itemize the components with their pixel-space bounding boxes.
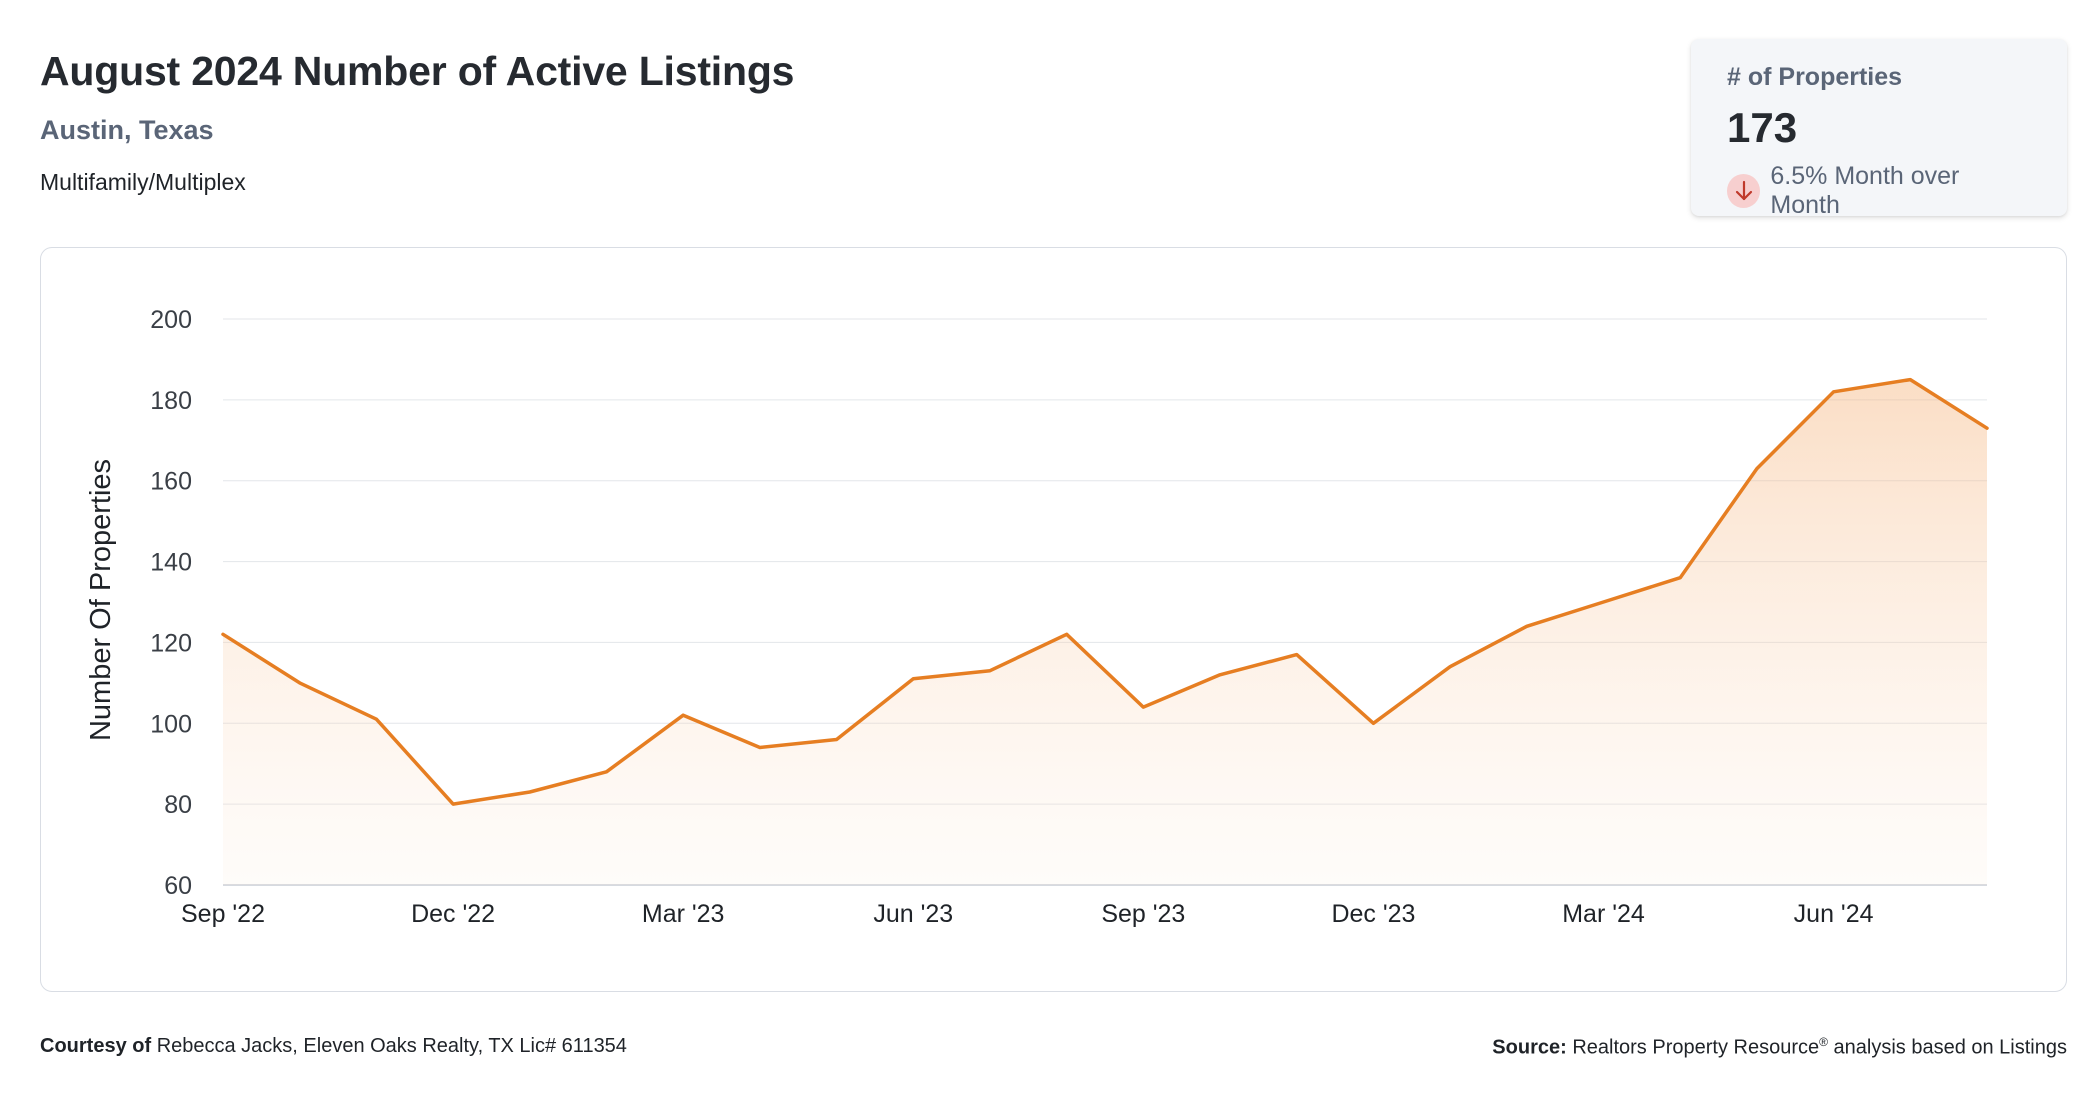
stat-change: 6.5% Month over Month <box>1727 162 2031 220</box>
arrow-down-icon <box>1727 174 1761 208</box>
y-tick-label: 180 <box>150 387 192 415</box>
chart-panel: 60 80 100 120 140 160 180 200 Sep '22 Dec '22 Mar… <box>40 247 2067 992</box>
x-tick-label: Dec '23 <box>1331 900 1415 928</box>
y-tick-label: 60 <box>164 872 192 900</box>
stat-card: # of Properties 173 6.5% Month over Mont… <box>1691 39 2067 219</box>
x-tick-label: Mar '24 <box>1562 900 1645 928</box>
area-fill <box>223 379 1987 885</box>
property-category: Multifamily/Multiplex <box>40 169 246 195</box>
stat-label: # of Properties <box>1727 63 1903 91</box>
x-tick-label: Mar '23 <box>642 900 725 928</box>
y-tick-label: 100 <box>150 710 192 738</box>
stat-value: 173 <box>1727 104 1798 151</box>
chart-header: August 2024 Number of Active Listings Au… <box>40 48 794 196</box>
registered-mark: ® <box>1819 1035 1828 1049</box>
stat-change-text: 6.5% Month over Month <box>1770 162 1960 219</box>
series-line <box>221 377 1989 806</box>
y-tick-label: 160 <box>150 468 192 496</box>
y-tick-label: 80 <box>164 791 192 819</box>
source-label: Source: <box>1492 1036 1567 1059</box>
x-tick-label: Sep '23 <box>1101 900 1185 928</box>
source-footer: Source: Realtors Property Resource® anal… <box>1492 1035 2067 1060</box>
source-suffix: analysis based on Listings <box>1833 1036 2067 1059</box>
y-tick-label: 140 <box>150 549 192 577</box>
courtesy-text: Rebecca Jacks, Eleven Oaks Realty, TX Li… <box>156 1035 627 1057</box>
source-text: Realtors Property Resource <box>1572 1036 1820 1059</box>
y-tick-label: 120 <box>150 629 192 657</box>
courtesy-label: Courtesy of <box>40 1035 152 1057</box>
line-chart: 60 80 100 120 140 160 180 200 Sep '22 Dec '22 Mar… <box>85 306 1989 928</box>
x-tick-label: Sep '22 <box>181 900 265 928</box>
x-tick-label: Jun '23 <box>873 900 953 928</box>
x-tick-label: Dec '22 <box>411 900 495 928</box>
courtesy-footer: Courtesy of Rebecca Jacks, Eleven Oaks R… <box>40 1035 627 1058</box>
x-tick-label: Jun '24 <box>1794 900 1874 928</box>
y-axis-label: Number Of Properties <box>85 459 117 741</box>
page-title: August 2024 Number of Active Listings <box>40 48 795 94</box>
location-subtitle: Austin, Texas <box>40 115 214 145</box>
y-tick-label: 200 <box>150 306 192 334</box>
